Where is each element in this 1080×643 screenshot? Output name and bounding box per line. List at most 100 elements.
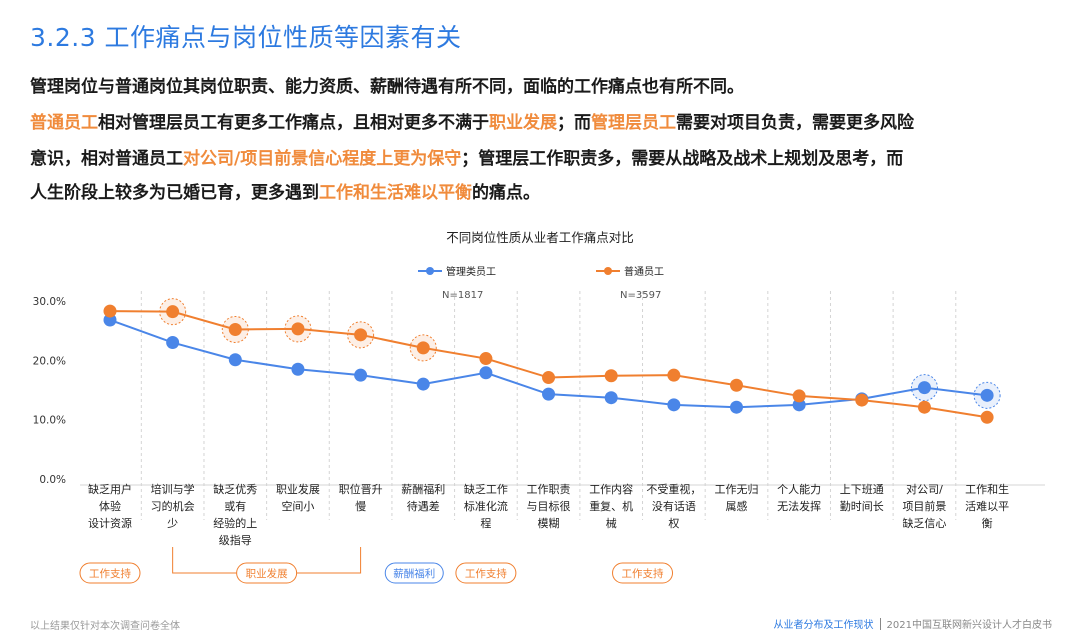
x-category-label: 勤时间长 [840, 500, 884, 513]
legend-marker [426, 267, 434, 275]
data-point-staff [730, 378, 743, 392]
data-point-staff [980, 410, 994, 424]
footer-separator [879, 618, 881, 630]
x-category-label: 上下班通 [840, 483, 884, 496]
y-tick-label: 20.0% [33, 355, 66, 367]
x-category-label: 衡 [982, 517, 993, 530]
x-category-label: 没有话语 [652, 499, 696, 513]
x-category-label: 缺乏用户 [88, 482, 132, 496]
section-heading: 3.2.3 工作痛点与岗位性质等因素有关 [30, 23, 462, 52]
x-category-label: 个人能力 [777, 482, 821, 496]
x-category-label: 对公司/ [906, 482, 943, 496]
x-category-label: 模糊 [538, 516, 560, 530]
data-point-staff [792, 389, 806, 403]
category-tag [455, 562, 517, 584]
data-point-manager [416, 377, 430, 391]
x-category-label: 属感 [726, 500, 748, 513]
y-tick-label: 0.0% [39, 474, 66, 486]
text-segment: ；而 [557, 113, 591, 133]
x-category-label: 培训与学 [151, 482, 195, 496]
category-tag-label: 职业发展 [246, 567, 288, 580]
x-category-label: 与目标很 [527, 499, 571, 513]
x-category-label: 经验的上 [213, 516, 257, 530]
pain-points-line-chart: 0.0% 10.0% 20.0% 30.0% 管理类员工 N=1817 普通员工 N=3597… [33, 265, 1045, 584]
x-category-label: 习的机会 [151, 499, 195, 513]
highlight-phrase: 工作和生活难以平衡 [319, 183, 472, 203]
x-category-label: 缺乏工作 [464, 482, 508, 496]
text-segment: 意识，相对普通员工 [30, 149, 183, 169]
category-tag-label: 薪酬福利 [393, 567, 435, 580]
x-category-label: 程 [480, 517, 491, 530]
data-point-staff [166, 305, 180, 319]
highlight-phrase: 管理层员工 [591, 113, 676, 133]
x-category-label: 或有 [224, 499, 246, 513]
category-tag [236, 562, 298, 584]
x-category-label: 缺乏信心 [902, 516, 946, 530]
text-segment: 人生阶段上较多为已婚已育，更多遇到 [30, 183, 319, 203]
x-category-label: 标准化流 [464, 499, 508, 513]
x-category-label: 设计资源 [88, 516, 132, 530]
footer-source: 从业者分布及工作现状 2021中国互联网新兴设计人才白皮书 [774, 616, 1052, 631]
x-category-label: 缺乏优秀 [213, 482, 257, 496]
x-category-label: 慢 [355, 500, 366, 513]
data-point-manager [667, 398, 681, 412]
category-tag-label: 工作支持 [89, 567, 131, 580]
x-category-label: 薪酬福利 [401, 482, 445, 496]
x-category-label: 级指导 [219, 533, 252, 547]
data-point-staff [917, 400, 931, 414]
data-point-manager [792, 398, 806, 412]
x-category-label: 工作内容 [589, 482, 633, 496]
data-point-manager [604, 391, 618, 405]
highlight-phrase: 职业发展 [489, 113, 557, 133]
data-point-staff [354, 328, 368, 342]
category-tag [79, 562, 141, 584]
x-category-label: 待遇差 [407, 499, 440, 513]
data-point-manager [980, 388, 994, 402]
text-segment: 的痛点。 [472, 183, 540, 203]
paragraph-line-1: 管理岗位与普通岗位其岗位职责、能力资质、薪酬待遇有所不同，面临的工作痛点也有所不… [30, 77, 744, 97]
highlight-phrase: 普通员工 [30, 113, 98, 133]
category-tag [384, 562, 444, 584]
data-point-staff [855, 393, 869, 407]
data-point-staff [604, 369, 618, 383]
data-point-manager [166, 336, 180, 350]
x-category-label: 工作无归 [715, 482, 759, 496]
legend-marker [604, 267, 612, 275]
data-point-manager [103, 313, 117, 327]
x-category-label: 少 [167, 517, 178, 530]
data-point-staff [667, 368, 681, 382]
footer-report: 2021中国互联网新兴设计人才白皮书 [886, 620, 1052, 631]
data-point-manager [917, 381, 931, 395]
x-category-label: 工作和生 [965, 482, 1009, 496]
x-category-label: 活难以平 [965, 500, 1009, 513]
data-point-staff [228, 322, 242, 336]
category-tag-label: 工作支持 [622, 567, 664, 580]
text-segment: 相对管理层员工有更多工作痛点，且相对更多不满于 [98, 113, 489, 133]
text-segment: 需要对项目负责，需要更多风险 [676, 113, 914, 133]
category-tag-label: 工作支持 [465, 567, 507, 580]
data-point-manager [228, 353, 242, 367]
legend-label: 普通员工 [624, 265, 664, 278]
footer-section: 从业者分布及工作现状 [773, 620, 874, 631]
category-tag [612, 562, 674, 584]
data-point-manager [354, 368, 368, 382]
x-category-label: 空间小 [281, 499, 314, 513]
legend-label: 管理类员工 [446, 265, 496, 278]
x-category-label: 重复、机 [589, 499, 633, 513]
paragraph-line-3: 意识，相对普通员工对公司/项目前景信心程度上更为保守；管理层工作职责多，需要从战… [30, 142, 903, 176]
data-point-manager [291, 362, 305, 376]
data-point-staff [542, 371, 556, 385]
data-point-staff [416, 341, 430, 355]
data-point-staff [479, 352, 493, 366]
x-category-label: 无法发挥 [777, 499, 821, 513]
chart-title: 不同岗位性质从业者工作痛点对比 [446, 230, 634, 245]
data-point-staff [103, 304, 117, 318]
y-tick-label: 30.0% [33, 296, 66, 308]
highlight-phrase: 对公司/项目前景信心程度上更为保守 [183, 149, 462, 169]
x-category-label: 职位晋升 [339, 482, 383, 496]
data-point-staff [291, 322, 305, 336]
footer-note: 以上结果仅针对本次调查问卷全体 [30, 621, 180, 632]
x-category-label: 项目前景 [902, 499, 946, 513]
text-segment: ；管理层工作职责多，需要从战略及战术上规划及思考，而 [461, 149, 904, 169]
x-category-label: 工作职责 [527, 483, 571, 496]
